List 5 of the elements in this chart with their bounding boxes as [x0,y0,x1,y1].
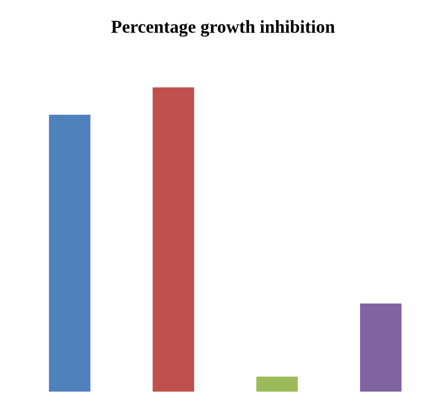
chart-title: Percentage growth inhibition [111,20,335,37]
bar [360,303,402,392]
bar [152,87,194,392]
bar [256,376,298,392]
bar [48,114,90,392]
